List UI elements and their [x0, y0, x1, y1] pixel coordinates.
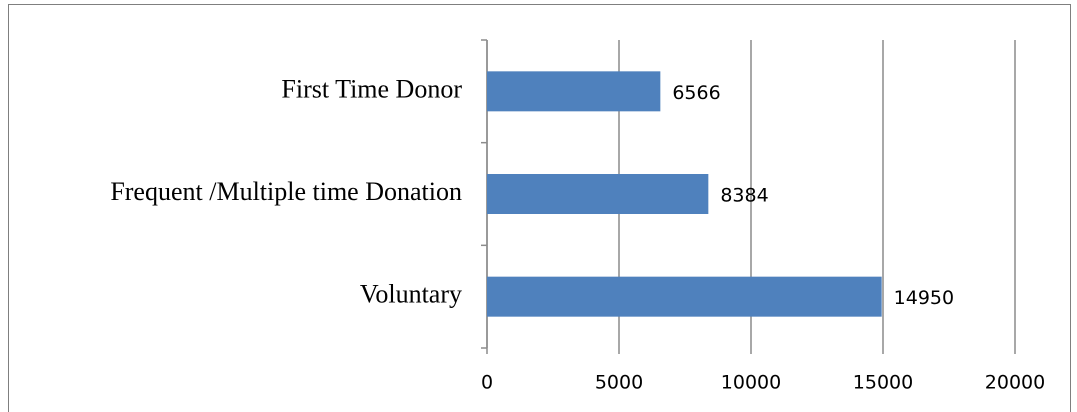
x-tick-label: 20000	[985, 372, 1045, 394]
data-label: 14950	[894, 287, 954, 309]
x-tick-label: 5000	[595, 372, 643, 394]
y-tick-label: First Time Donor	[281, 74, 462, 103]
x-tick-label: 10000	[721, 372, 781, 394]
bar	[487, 174, 709, 214]
y-tick-label: Frequent /Multiple time Donation	[110, 177, 462, 206]
y-tick-label: Voluntary	[360, 280, 462, 309]
data-label: 8384	[720, 185, 768, 207]
data-label: 6566	[672, 82, 720, 104]
bar	[487, 71, 661, 112]
x-tick-label: 15000	[853, 372, 913, 394]
bar	[487, 276, 882, 317]
x-tick-label: 0	[481, 372, 493, 394]
chart-border	[8, 4, 1071, 412]
